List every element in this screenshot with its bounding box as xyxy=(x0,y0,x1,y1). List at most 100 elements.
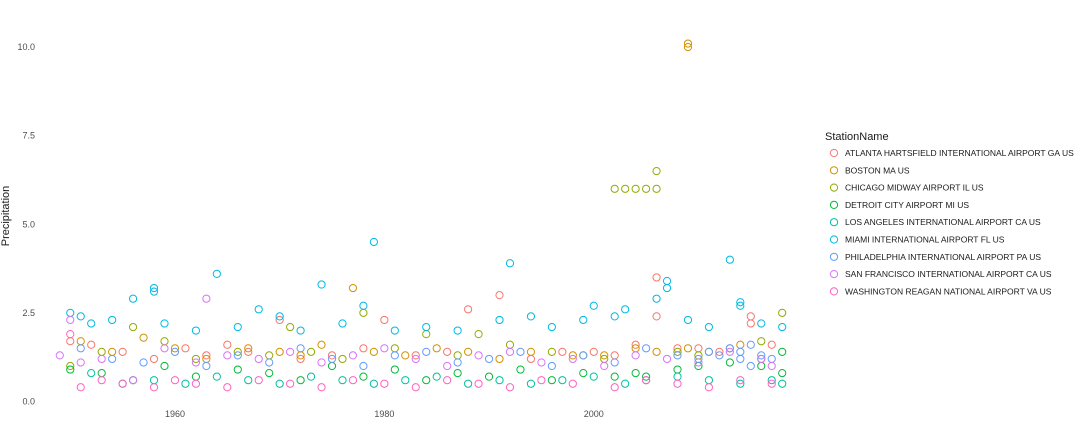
data-point xyxy=(422,330,431,339)
data-point xyxy=(369,379,378,388)
data-point xyxy=(526,354,536,364)
data-point xyxy=(212,269,221,278)
data-point xyxy=(244,347,253,356)
data-point xyxy=(641,372,651,381)
data-point xyxy=(725,358,734,367)
data-point xyxy=(338,354,347,364)
legend-label: BOSTON MA US xyxy=(845,165,910,175)
data-point xyxy=(600,351,609,360)
data-point xyxy=(725,344,734,353)
data-point xyxy=(547,322,556,332)
data-point xyxy=(128,294,138,303)
data-point xyxy=(474,330,483,339)
data-point xyxy=(652,273,661,282)
data-point xyxy=(537,358,546,367)
data-point xyxy=(778,322,787,332)
data-point xyxy=(526,312,536,321)
legend-key xyxy=(829,200,839,209)
x-tick-label: 2000 xyxy=(584,409,604,419)
data-point xyxy=(589,372,598,381)
data-point xyxy=(778,347,787,356)
legend-key xyxy=(829,148,839,158)
data-point xyxy=(704,376,714,385)
data-point xyxy=(108,347,117,356)
data-point xyxy=(212,372,221,381)
data-point xyxy=(757,337,766,346)
data-point xyxy=(736,347,745,356)
data-point xyxy=(673,372,682,381)
data-point xyxy=(579,315,588,325)
data-point xyxy=(97,369,106,378)
data-point xyxy=(66,315,75,325)
data-point xyxy=(652,312,661,321)
data-point xyxy=(380,344,389,353)
data-point xyxy=(547,361,556,371)
data-point xyxy=(286,347,295,356)
data-point xyxy=(652,184,661,193)
data-point xyxy=(202,294,211,303)
data-point xyxy=(495,315,504,325)
data-point xyxy=(55,351,64,360)
data-point xyxy=(757,319,766,328)
data-point xyxy=(715,347,724,356)
data-point xyxy=(631,184,640,193)
data-point xyxy=(327,361,337,371)
data-point xyxy=(579,369,588,378)
data-point xyxy=(139,358,148,367)
data-point xyxy=(233,322,242,332)
data-point xyxy=(715,351,724,360)
y-tick-label: 2.5 xyxy=(22,308,35,318)
data-point xyxy=(610,312,619,321)
data-point xyxy=(275,312,284,321)
data-point xyxy=(411,354,420,364)
data-point xyxy=(673,365,682,374)
data-point xyxy=(181,379,190,388)
data-point xyxy=(516,347,525,356)
legend-key xyxy=(829,166,839,175)
y-tick-label: 5.0 xyxy=(22,219,35,229)
data-point xyxy=(338,376,347,385)
data-point xyxy=(778,369,787,378)
data-point xyxy=(160,361,169,371)
data-point xyxy=(296,344,305,353)
data-point xyxy=(118,379,127,388)
data-point xyxy=(202,361,211,371)
data-point xyxy=(746,312,755,321)
x-tick-label: 1980 xyxy=(374,409,394,419)
data-point xyxy=(380,315,389,325)
data-point xyxy=(443,376,452,385)
data-point xyxy=(526,347,536,356)
data-point xyxy=(160,319,169,328)
data-point xyxy=(254,354,263,364)
legend-key xyxy=(829,270,839,279)
data-point xyxy=(286,322,295,332)
data-point xyxy=(128,322,138,332)
data-point xyxy=(621,305,630,314)
data-point xyxy=(76,383,85,392)
data-point xyxy=(495,291,504,300)
data-point xyxy=(422,376,431,385)
y-tick-label: 0.0 xyxy=(22,396,35,406)
legend-label: WASHINGTON REAGAN NATIONAL AIRPORT VA US xyxy=(845,286,1052,296)
data-point xyxy=(757,361,766,371)
data-point xyxy=(348,376,358,385)
legend-label: ATLANTA HARTSFIELD INTERNATIONAL AIRPORT… xyxy=(845,148,1074,158)
data-point xyxy=(694,354,703,364)
data-point xyxy=(306,347,316,356)
data-point xyxy=(170,344,180,353)
data-point xyxy=(631,351,640,360)
data-point xyxy=(725,255,734,264)
data-point xyxy=(191,326,201,335)
data-point xyxy=(265,351,274,360)
x-axis-ticks: 1960 1980 2000 xyxy=(165,409,604,419)
legend: ATLANTA HARTSFIELD INTERNATIONAL AIRPORT… xyxy=(829,148,1074,296)
data-point xyxy=(621,379,630,388)
legend-label: LOS ANGELES INTERNATIONAL AIRPORT CA US xyxy=(845,217,1041,227)
data-point xyxy=(683,344,693,353)
data-point xyxy=(725,347,734,356)
data-point xyxy=(66,330,75,339)
data-point xyxy=(443,347,452,356)
data-point xyxy=(579,351,588,360)
data-point xyxy=(390,326,399,335)
data-point xyxy=(704,322,714,332)
